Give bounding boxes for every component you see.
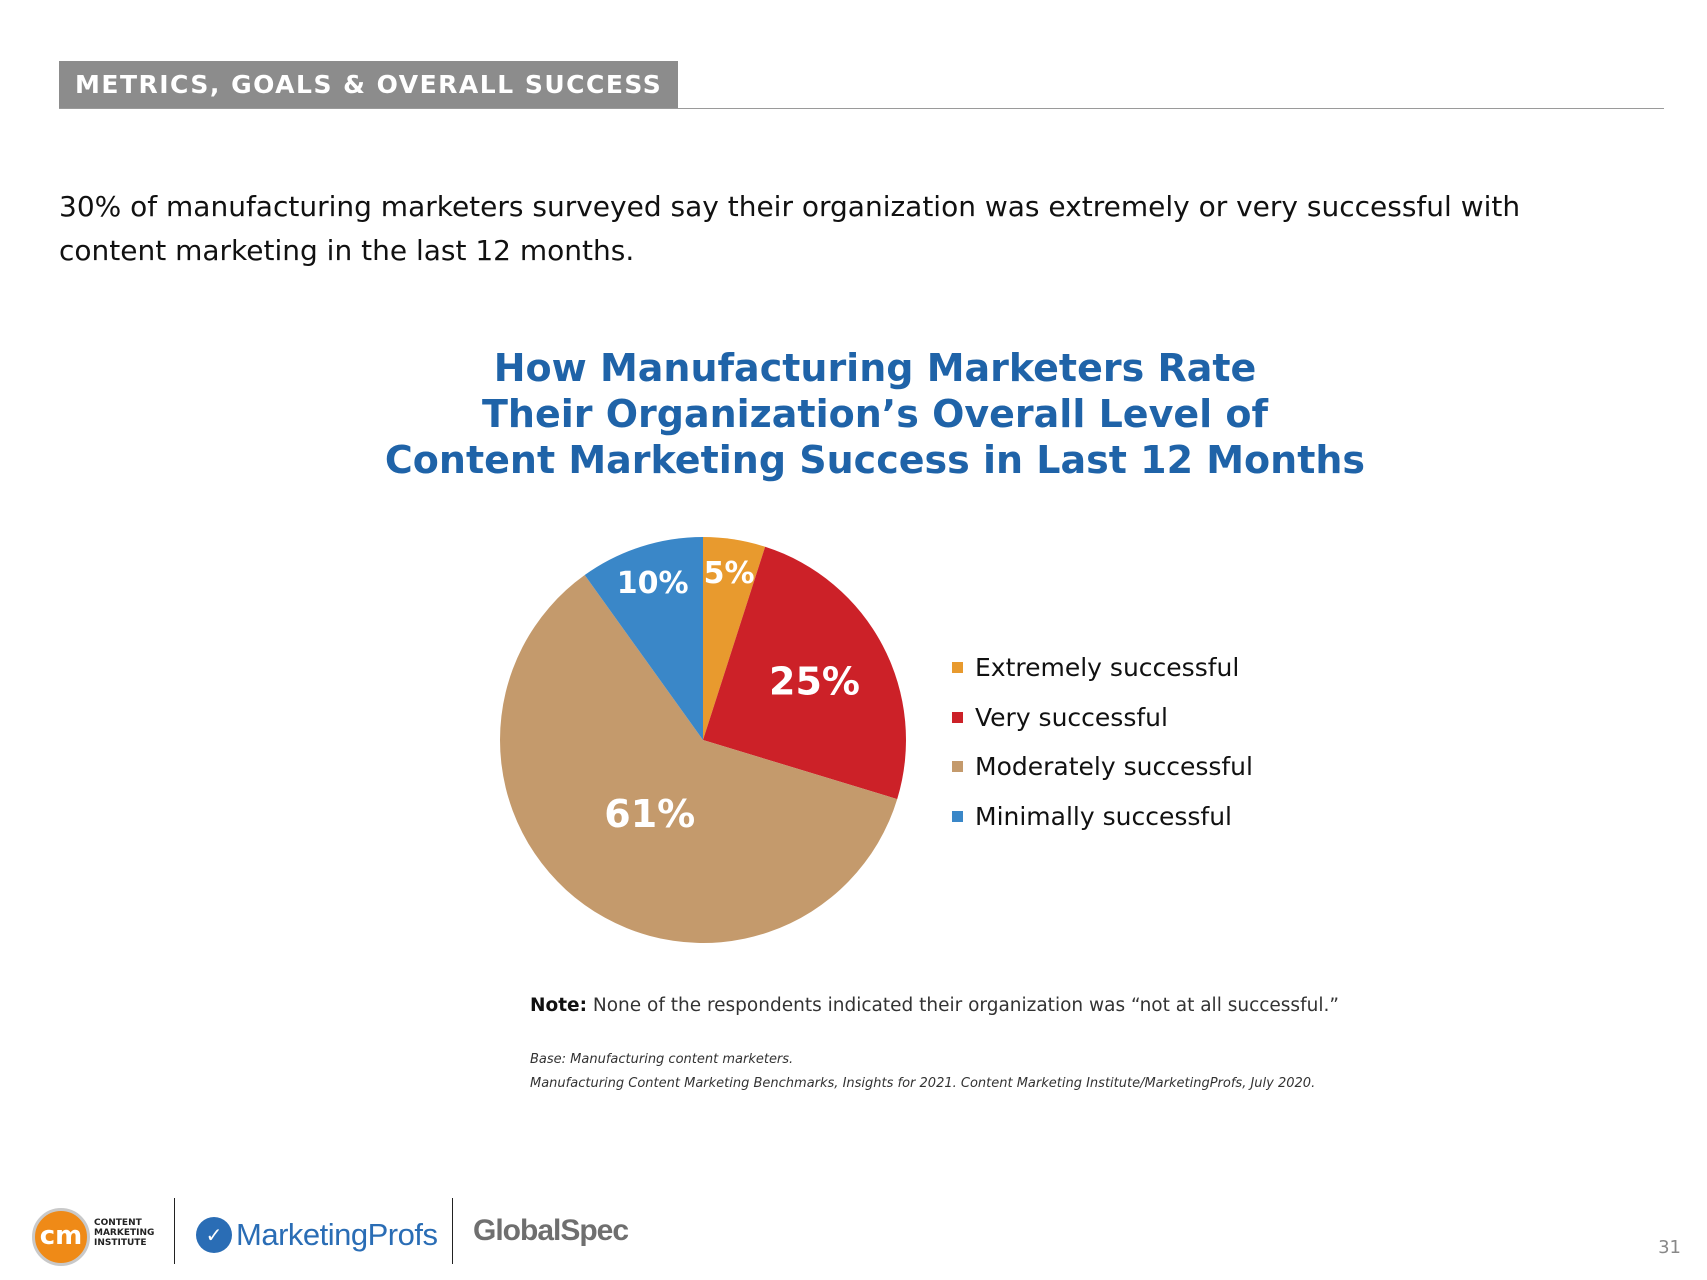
footer-logos: cm CONTENT MARKETING INSTITUTE ✓ Marketi…	[0, 1190, 1707, 1280]
cmi-logo-line: MARKETING	[94, 1228, 155, 1238]
pie-slice-extremely	[703, 537, 766, 740]
pie-label-extremely: 5%	[704, 556, 755, 591]
legend-swatch-moderately	[952, 761, 963, 773]
legend-item: Moderately successful	[952, 742, 1253, 792]
chart-title-line-1: How Manufacturing Marketers Rate	[493, 346, 1257, 390]
source-block: Base: Manufacturing content marketers. M…	[530, 1048, 1315, 1096]
chart-legend: Extremely successful Very successful Mod…	[952, 643, 1253, 841]
footer-divider	[452, 1198, 453, 1264]
pie-label-minimally: 10%	[617, 566, 689, 601]
marketingprofs-logo: ✓ MarketingProfs	[196, 1210, 438, 1260]
legend-swatch-very	[952, 711, 963, 723]
pie-slice-moderately	[500, 575, 898, 943]
chart-title-line-2: Their Organization’s Overall Level of	[481, 392, 1269, 436]
legend-swatch-extremely	[952, 662, 963, 674]
legend-label: Extremely successful	[975, 653, 1240, 683]
note-text: None of the respondents indicated their …	[586, 995, 1339, 1016]
legend-label: Moderately successful	[975, 752, 1253, 782]
section-label: METRICS, GOALS & OVERALL SUCCESS	[59, 61, 679, 109]
page-number: 31	[1658, 1237, 1681, 1258]
legend-label: Very successful	[975, 702, 1168, 732]
pie-slice-minimally	[584, 537, 703, 740]
marketingprofs-logo-icon: ✓	[196, 1217, 232, 1253]
legend-label: Minimally successful	[975, 801, 1232, 831]
source-citation: Manufacturing Content Marketing Benchmar…	[530, 1076, 1316, 1091]
globalspec-logo: GlobalSpec	[473, 1214, 629, 1247]
cmi-logo-line: CONTENT	[94, 1218, 142, 1228]
legend-item: Very successful	[952, 693, 1253, 743]
cmi-logo-mark: cm	[32, 1208, 90, 1266]
marketingprofs-logo-wordmark: MarketingProfs	[236, 1217, 438, 1252]
cmi-logo: cm CONTENT MARKETING INSTITUTE	[32, 1206, 157, 1270]
pie-label-moderately: 61%	[604, 792, 695, 836]
footer-divider	[174, 1198, 175, 1264]
pie-slice-very	[703, 546, 907, 800]
chart-title: How Manufacturing Marketers Rate Their O…	[300, 345, 1450, 483]
intro-text: 30% of manufacturing marketers surveyed …	[59, 190, 1521, 267]
cmi-logo-wordmark: CONTENT MARKETING INSTITUTE	[94, 1218, 164, 1248]
note-label: Note:	[530, 995, 587, 1016]
legend-item: Minimally successful	[952, 792, 1253, 842]
chart-title-line-3: Content Marketing Success in Last 12 Mon…	[384, 438, 1366, 482]
source-base: Base: Manufacturing content marketers.	[530, 1052, 794, 1067]
pie-label-very: 25%	[769, 660, 860, 704]
cmi-logo-line: INSTITUTE	[94, 1238, 147, 1248]
chart-note: Note: None of the respondents indicated …	[530, 995, 1339, 1016]
section-divider	[59, 108, 1664, 109]
legend-item: Extremely successful	[952, 643, 1253, 693]
legend-swatch-minimally	[952, 810, 963, 822]
